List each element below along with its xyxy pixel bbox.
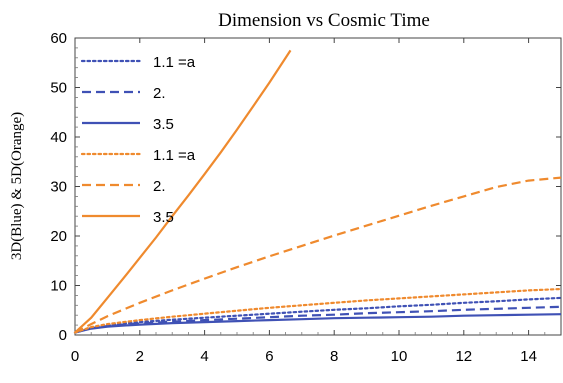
legend-label: 1.1 =a	[153, 54, 196, 71]
legend-label: 2.	[153, 85, 166, 102]
series-line-blue-dotted	[73, 296, 563, 334]
chart-title: Dimension vs Cosmic Time	[218, 10, 430, 31]
axes: 0 2 4 6 8 10 12 14 0 10 20 30 40 50 60	[50, 30, 562, 365]
legend-label: 3.5	[153, 116, 174, 133]
series-line-blue-solid	[74, 313, 562, 334]
y-tick-label: 10	[50, 278, 67, 295]
series-lines	[73, 49, 563, 334]
series-line-blue-dashed	[74, 305, 562, 334]
series-line-orange-dotted	[73, 287, 563, 334]
y-tick-label: 50	[50, 80, 67, 97]
x-tick-label: 0	[71, 348, 79, 365]
legend-label: 3.5	[153, 209, 174, 226]
x-tick-label: 10	[391, 348, 408, 365]
x-tick-label: 2	[136, 348, 144, 365]
y-axis-label: 3D(Blue) & 5D(Orange)	[9, 112, 25, 260]
x-tick-label: 4	[200, 348, 208, 365]
legend-label: 1.1 =a	[153, 147, 196, 164]
series-line-orange-dashed	[74, 176, 562, 334]
y-tick-label: 40	[50, 129, 67, 146]
x-tick-label: 8	[330, 348, 338, 365]
y-tick-label: 30	[50, 179, 67, 196]
y-tick-label: 60	[50, 30, 67, 47]
y-tick-label: 0	[59, 327, 67, 344]
x-tick-label: 14	[520, 348, 537, 365]
series-line-orange-solid	[74, 49, 292, 334]
x-tick-label: 12	[455, 348, 472, 365]
x-tick-label: 6	[265, 348, 273, 365]
plot-frame	[74, 37, 562, 336]
legend-label: 2.	[153, 178, 166, 195]
legend: 1.1 =a 2. 3.5 1.1 =a 2. 3.5	[80, 54, 196, 226]
y-tick-label: 20	[50, 228, 67, 245]
